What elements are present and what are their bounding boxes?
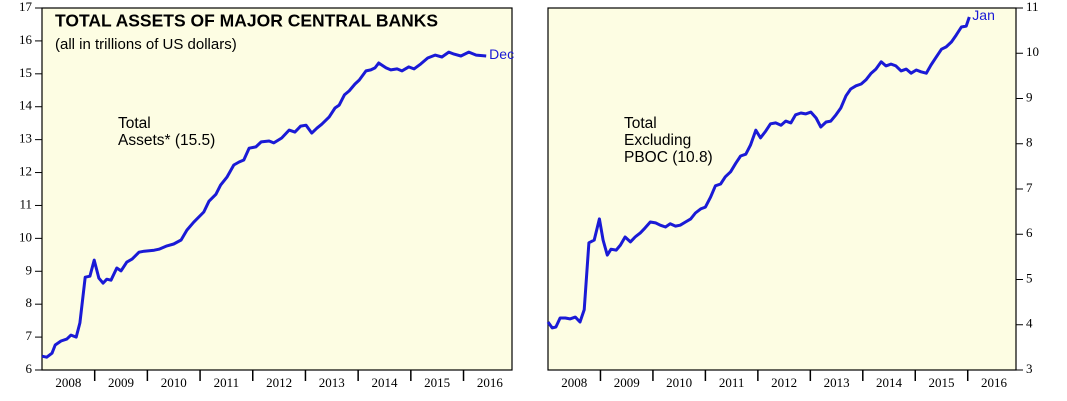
- x-tick-label: 2008: [55, 375, 81, 390]
- x-tick-label: 2010: [666, 375, 692, 390]
- y-tick-label: 8: [1026, 135, 1033, 150]
- y-tick-label: 4: [1026, 316, 1033, 331]
- x-tick-label: 2015: [424, 375, 450, 390]
- y-tick-label: 14: [19, 98, 33, 113]
- data-line: [41, 50, 487, 359]
- annotation: Excluding: [624, 132, 691, 149]
- y-tick-label: 9: [1026, 89, 1033, 104]
- x-tick-label: 2012: [771, 375, 797, 390]
- y-tick-label: 10: [19, 229, 32, 244]
- y-tick-label: 13: [19, 131, 32, 146]
- y-tick-label: 10: [1026, 44, 1039, 59]
- end-label: Dec: [489, 46, 514, 62]
- y-tick-label: 9: [26, 262, 33, 277]
- y-tick-label: 16: [19, 32, 33, 47]
- y-tick-label: 5: [1026, 270, 1033, 285]
- annotation: Total: [624, 115, 657, 132]
- chart-subtitle: (all in trillions of US dollars): [55, 36, 237, 53]
- x-tick-label: 2008: [561, 375, 587, 390]
- x-tick-label: 2016: [477, 375, 504, 390]
- y-tick-label: 11: [19, 196, 32, 211]
- x-tick-label: 2009: [614, 375, 640, 390]
- plot-area: [547, 7, 1017, 371]
- y-tick-label: 7: [1026, 180, 1033, 195]
- chart-title: TOTAL ASSETS OF MAJOR CENTRAL BANKS: [55, 11, 438, 31]
- x-tick-label: 2016: [981, 375, 1008, 390]
- x-tick-label: 2011: [214, 375, 240, 390]
- y-tick-label: 11: [1026, 0, 1039, 14]
- x-tick-label: 2011: [719, 375, 745, 390]
- annotation: PBOC (10.8): [624, 149, 713, 166]
- x-tick-label: 2014: [876, 375, 903, 390]
- x-tick-label: 2015: [928, 375, 954, 390]
- end-label: Jan: [972, 7, 995, 23]
- y-tick-label: 12: [19, 164, 32, 179]
- x-tick-label: 2010: [161, 375, 187, 390]
- x-tick-label: 2013: [824, 375, 850, 390]
- y-tick-label: 8: [26, 295, 33, 310]
- x-tick-label: 2014: [371, 375, 398, 390]
- x-tick-label: 2013: [319, 375, 345, 390]
- y-tick-label: 7: [26, 328, 33, 343]
- annotation: Assets* (15.5): [118, 132, 215, 149]
- annotation: Total: [118, 115, 151, 132]
- y-tick-label: 17: [19, 0, 33, 14]
- x-tick-label: 2012: [266, 375, 292, 390]
- x-tick-label: 2009: [108, 375, 134, 390]
- y-tick-label: 15: [19, 65, 32, 80]
- data-line: [546, 16, 971, 330]
- plot-area: [41, 7, 513, 371]
- y-tick-label: 6: [1026, 225, 1033, 240]
- y-tick-label: 6: [26, 361, 33, 376]
- y-tick-label: 3: [1026, 361, 1033, 376]
